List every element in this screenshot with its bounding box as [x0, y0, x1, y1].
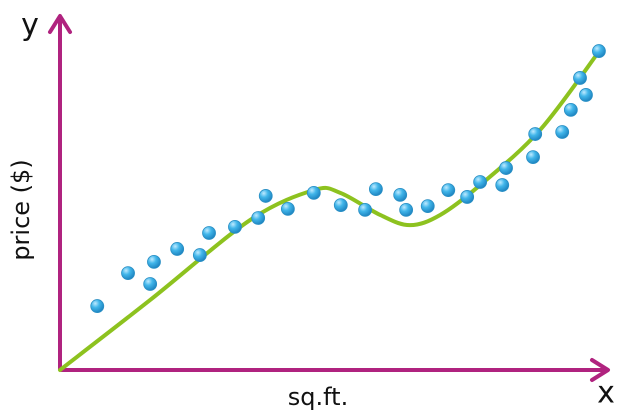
data-point [358, 202, 373, 217]
data-point [555, 125, 570, 139]
data-point [499, 161, 513, 175]
data-point [495, 178, 510, 192]
data-point [228, 219, 242, 234]
data-point [473, 175, 488, 189]
y-axis-name: y [21, 8, 39, 43]
y-axis-label: price ($) [7, 159, 35, 260]
x-axis-label: sq.ft. [288, 383, 348, 411]
data-point [143, 277, 158, 291]
axes [48, 14, 610, 382]
data-point [121, 266, 135, 281]
data-point [170, 242, 185, 256]
data-point [460, 190, 475, 204]
x-axis-arrow [590, 358, 610, 382]
data-point [90, 299, 105, 313]
data-point [192, 248, 207, 262]
data-point [306, 185, 321, 200]
data-point [280, 201, 295, 216]
data-point [592, 44, 606, 58]
data-point [393, 187, 408, 202]
x-axis-name: x [597, 376, 615, 411]
data-point [251, 211, 266, 225]
data-point [420, 199, 435, 214]
data-point [258, 189, 273, 203]
data-point [202, 226, 216, 240]
data-point [563, 103, 578, 117]
fit-curve [58, 48, 602, 372]
data-point [147, 254, 161, 269]
data-point [526, 150, 540, 165]
data-point [579, 88, 593, 102]
data-point [399, 202, 414, 217]
data-point [528, 127, 543, 141]
data-point [368, 182, 383, 197]
data-point [441, 183, 456, 198]
data-point [573, 71, 587, 85]
data-point [333, 198, 348, 213]
y-axis-arrow [48, 14, 72, 34]
